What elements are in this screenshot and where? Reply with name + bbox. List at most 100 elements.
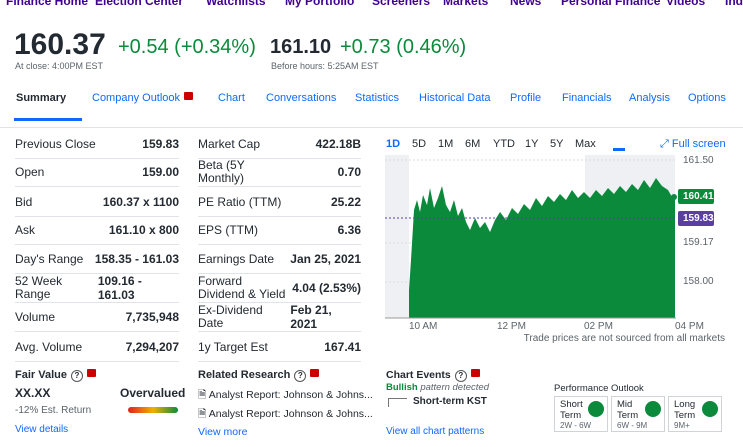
value: 6.36 bbox=[337, 223, 361, 237]
label: Market Cap bbox=[198, 136, 261, 151]
change: +0.54 (+0.34%) bbox=[118, 36, 256, 58]
value: Feb 21, 2021 bbox=[290, 303, 332, 331]
view-details[interactable]: View details bbox=[15, 424, 69, 435]
term: Mid Term bbox=[617, 399, 639, 421]
value: Jan 25, 2021 bbox=[290, 252, 361, 266]
up-arrow bbox=[702, 401, 718, 417]
full-screen[interactable]: ⤢ Full screen bbox=[660, 138, 726, 150]
pre-label: Before hours: 5:25AM EST bbox=[271, 61, 379, 71]
outlook-box bbox=[668, 396, 722, 432]
x-label: 02 PM bbox=[584, 321, 613, 332]
nav-item[interactable]: News bbox=[510, 0, 542, 8]
price-chart bbox=[385, 155, 714, 319]
value: 109.16 - 161.03 bbox=[97, 274, 142, 302]
value: 4.04 (2.53%) bbox=[292, 281, 361, 295]
divider bbox=[0, 127, 743, 128]
est-return: -12% Est. Return bbox=[15, 405, 92, 416]
range: 6W - 9M bbox=[617, 421, 648, 430]
label: Day's Range bbox=[15, 251, 84, 266]
tab[interactable]: Summary bbox=[16, 92, 67, 104]
label: Volume bbox=[15, 309, 56, 324]
summary-row: Earnings Date Jan 25, 2021 bbox=[198, 245, 361, 274]
value: 0.70 bbox=[337, 165, 361, 179]
summary-row: Market Cap 422.18B bbox=[198, 130, 361, 159]
fair-status: Overvalued bbox=[120, 386, 186, 400]
range-button[interactable]: Max bbox=[575, 138, 596, 150]
x-label: 12 PM bbox=[497, 321, 526, 332]
summary-row: Avg. Volume 7,294,207 bbox=[15, 333, 179, 362]
value: 422.18B bbox=[315, 137, 361, 151]
outlook-title: Performance Outlook bbox=[554, 383, 644, 394]
prev-badge-bg bbox=[678, 211, 714, 226]
pattern-icon bbox=[388, 398, 407, 407]
x-label: 10 AM bbox=[409, 321, 438, 332]
pre-market-shade bbox=[385, 155, 409, 318]
tab[interactable]: Conversations bbox=[266, 92, 337, 104]
nav-item[interactable]: Election Center bbox=[95, 0, 184, 8]
range-button[interactable]: 5Y bbox=[550, 138, 564, 150]
up-arrow bbox=[588, 401, 604, 417]
y-label: 158.00 bbox=[683, 276, 714, 287]
label: PE Ratio (TTM) bbox=[198, 194, 282, 209]
tab[interactable]: Historical Data bbox=[419, 92, 491, 104]
range-button[interactable]: YTD bbox=[493, 138, 515, 150]
nav-item[interactable]: Finance Home bbox=[6, 0, 89, 8]
value: 158.35 - 161.03 bbox=[94, 252, 179, 266]
tab[interactable]: Profile bbox=[510, 92, 542, 104]
summary-row: Volume 7,735,948 bbox=[15, 303, 179, 332]
tab[interactable]: Financials bbox=[562, 92, 612, 104]
label: 1y Target Est bbox=[198, 339, 268, 354]
range-button[interactable]: 6M bbox=[465, 138, 481, 150]
label: Open bbox=[15, 164, 45, 179]
value: 161.10 x 800 bbox=[108, 223, 179, 237]
nav-item[interactable]: Personal Finance bbox=[561, 0, 661, 8]
value: 7,294,207 bbox=[125, 340, 179, 354]
lock bbox=[184, 92, 194, 100]
label: Earnings Date bbox=[198, 251, 275, 266]
range-button[interactable]: 1Y bbox=[525, 138, 539, 150]
summary-row: 1y Target Est 167.41 bbox=[198, 333, 361, 362]
outlook-box bbox=[554, 396, 608, 432]
range-button[interactable]: 1D bbox=[386, 138, 401, 150]
price-area bbox=[409, 178, 675, 318]
current-dot bbox=[671, 194, 677, 200]
tab[interactable]: Statistics bbox=[355, 92, 400, 104]
research-item[interactable]: 🗎 Analyst Report: Johnson & Johns... bbox=[198, 408, 373, 420]
term: Short Term bbox=[560, 399, 583, 421]
view-more[interactable]: View more bbox=[198, 426, 248, 438]
view-patterns[interactable]: View all chart patterns bbox=[386, 426, 485, 437]
value: 167.41 bbox=[324, 340, 361, 354]
nav-item[interactable]: Markets bbox=[443, 0, 489, 8]
current-badge-bg bbox=[678, 189, 714, 204]
range: 9M+ bbox=[674, 421, 690, 430]
value: 7,735,948 bbox=[125, 310, 179, 324]
tab[interactable]: Chart bbox=[218, 92, 245, 104]
chart-type-icon[interactable] bbox=[613, 140, 625, 151]
nav-item[interactable]: My Portfolio bbox=[285, 0, 355, 8]
summary-row: EPS (TTM) 6.36 bbox=[198, 216, 361, 245]
label: Previous Close bbox=[15, 136, 96, 151]
label: Avg. Volume bbox=[15, 339, 83, 354]
x-label: 04 PM bbox=[675, 321, 704, 332]
close-label: At close: 4:00PM EST bbox=[15, 61, 104, 71]
nav-item[interactable]: Videos bbox=[666, 0, 706, 8]
nav-item[interactable]: Watchlists bbox=[206, 0, 266, 8]
nav-item[interactable]: Screeners bbox=[372, 0, 431, 8]
fair-value: XX.XX bbox=[15, 386, 51, 400]
range-button[interactable]: 5D bbox=[412, 138, 427, 150]
summary-row: Day's Range 158.35 - 161.03 bbox=[15, 245, 179, 274]
pre-price: 161.10 bbox=[270, 36, 332, 58]
tab[interactable]: Options bbox=[688, 92, 726, 104]
value: 159.00 bbox=[142, 165, 179, 179]
nav-item[interactable]: Ind bbox=[725, 0, 743, 8]
label: Ex-Dividend Date bbox=[198, 303, 263, 330]
value: 160.37 x 1100 bbox=[102, 195, 179, 209]
chart-note: Trade prices are not sourced from all ma… bbox=[523, 333, 725, 344]
y-label: 161.50 bbox=[683, 155, 714, 166]
range-button[interactable]: 1M bbox=[438, 138, 454, 150]
tab[interactable]: Analysis bbox=[629, 92, 670, 104]
label: 52 Week Range bbox=[15, 274, 63, 301]
research-item[interactable]: 🗎 Analyst Report: Johnson & Johns... bbox=[198, 389, 373, 401]
tab[interactable]: Company Outlook bbox=[92, 92, 194, 104]
